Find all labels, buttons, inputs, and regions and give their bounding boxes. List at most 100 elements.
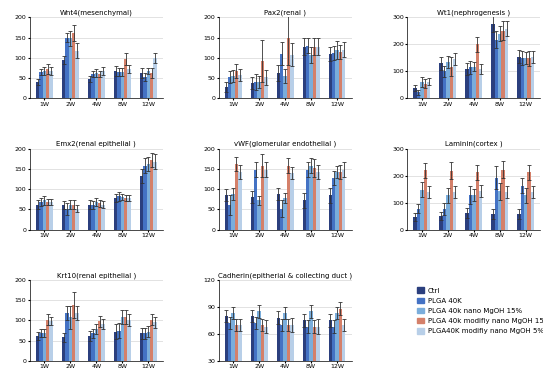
Bar [502, 170, 505, 230]
Bar [313, 47, 316, 98]
Bar [235, 164, 238, 230]
Bar [332, 327, 336, 386]
Bar [420, 190, 424, 230]
Legend: Ctrl, PLGA 40K, PLGA 40k nano MgOH 15%, PLGA 40k modifiy nano MgOH 15%, PLGA40K : Ctrl, PLGA 40K, PLGA 40k nano MgOH 15%, … [418, 288, 543, 334]
Bar [49, 321, 53, 361]
Bar [424, 83, 427, 98]
Bar [339, 52, 342, 98]
Bar [505, 29, 508, 98]
Bar [290, 55, 294, 98]
Bar [453, 192, 456, 230]
Bar [62, 60, 65, 98]
Bar [98, 203, 102, 230]
Bar [276, 318, 280, 386]
Bar [150, 160, 153, 230]
Bar [531, 192, 534, 230]
Bar [420, 82, 424, 98]
Bar [498, 191, 502, 230]
Bar [238, 325, 242, 386]
Bar [417, 93, 420, 98]
Bar [302, 200, 306, 230]
Bar [342, 325, 345, 386]
Bar [443, 71, 446, 98]
Bar [225, 195, 228, 230]
Bar [251, 197, 254, 230]
Bar [124, 59, 128, 98]
Bar [339, 172, 342, 230]
Bar [62, 205, 65, 230]
Title: vWF(glomerular endothelial ): vWF(glomerular endothelial ) [234, 141, 336, 147]
Bar [329, 320, 332, 386]
Bar [117, 330, 121, 361]
Bar [72, 33, 75, 98]
Bar [231, 313, 235, 386]
Bar [75, 208, 79, 230]
Bar [228, 205, 231, 230]
Bar [94, 73, 98, 98]
Bar [495, 39, 498, 98]
Bar [251, 316, 254, 386]
Bar [261, 166, 264, 230]
Bar [427, 192, 430, 230]
Bar [231, 194, 235, 230]
Bar [98, 321, 102, 361]
Bar [153, 322, 157, 361]
Bar [117, 72, 121, 98]
Bar [313, 327, 316, 386]
Bar [264, 327, 268, 386]
Bar [65, 208, 68, 230]
Bar [476, 173, 479, 230]
Bar [257, 82, 261, 98]
Bar [276, 194, 280, 230]
Bar [254, 170, 257, 230]
Bar [238, 172, 242, 230]
Title: Krt10(renal epithelial ): Krt10(renal epithelial ) [56, 272, 136, 279]
Bar [98, 74, 102, 98]
Title: Wnt4(mesenchymal): Wnt4(mesenchymal) [60, 10, 132, 16]
Bar [102, 71, 105, 98]
Bar [446, 62, 450, 98]
Bar [439, 216, 443, 230]
Bar [39, 72, 43, 98]
Bar [336, 50, 339, 98]
Bar [527, 173, 531, 230]
Bar [143, 77, 147, 98]
Bar [332, 53, 336, 98]
Bar [479, 69, 482, 98]
Bar [413, 217, 417, 230]
Bar [439, 63, 443, 98]
Bar [36, 82, 39, 98]
Bar [121, 197, 124, 230]
Bar [302, 47, 306, 98]
Bar [121, 317, 124, 361]
Bar [310, 312, 313, 386]
Bar [517, 56, 521, 98]
Bar [521, 58, 524, 98]
Bar [153, 58, 157, 98]
Bar [124, 317, 128, 361]
Bar [491, 214, 495, 230]
Bar [68, 205, 72, 230]
Bar [276, 73, 280, 98]
Bar [306, 46, 310, 98]
Bar [147, 71, 150, 98]
Bar [39, 202, 43, 230]
Bar [287, 325, 290, 386]
Bar [287, 166, 290, 230]
Bar [498, 34, 502, 98]
Bar [88, 336, 91, 361]
Bar [43, 334, 46, 361]
Bar [238, 75, 242, 98]
Bar [147, 164, 150, 230]
Bar [280, 325, 283, 386]
Bar [225, 316, 228, 386]
Bar [316, 172, 319, 230]
Bar [472, 66, 476, 98]
Bar [306, 170, 310, 230]
Bar [316, 47, 319, 98]
Bar [316, 327, 319, 386]
Bar [306, 327, 310, 386]
Bar [231, 76, 235, 98]
Bar [257, 200, 261, 230]
Bar [502, 31, 505, 98]
